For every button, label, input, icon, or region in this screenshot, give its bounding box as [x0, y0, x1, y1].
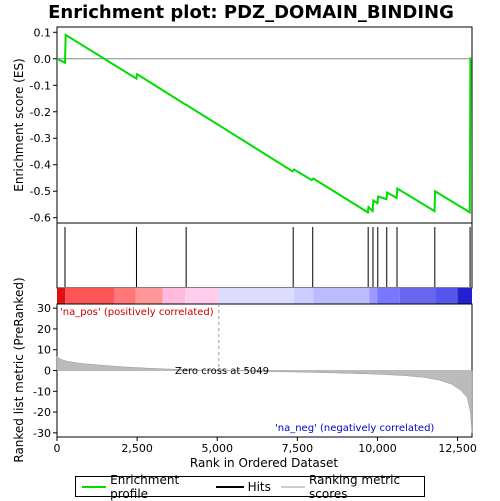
- colorbar-segment: [294, 288, 314, 304]
- hits-panel: [56, 222, 473, 289]
- legend-swatch-hits: [215, 485, 244, 488]
- metric-y-tick-label: 20: [37, 323, 51, 336]
- colorbar-segment: [162, 288, 186, 304]
- metric-y-axis-label: Ranked list metric (PreRanked): [12, 277, 26, 462]
- x-tick-label: 5,000: [201, 442, 233, 455]
- legend-label-enrichment: Enrichment profile: [110, 472, 180, 501]
- legend-label-metric: Ranking metric scores: [309, 472, 401, 501]
- x-tick-label: 2,500: [121, 442, 153, 455]
- es-y-axis-label: Enrichment score (ES): [12, 58, 26, 191]
- metric-y-tick-label: -30: [33, 427, 51, 440]
- colorbar-segment: [218, 288, 295, 304]
- metric-y-tick-label: 30: [37, 302, 51, 315]
- colorbar-segment: [457, 288, 472, 304]
- metric-y-tick-label: -20: [33, 406, 51, 419]
- es-y-tick-label: 0.0: [34, 53, 52, 66]
- es-y-tick-label: -0.3: [30, 132, 51, 145]
- positive-correlation-label: 'na_pos' (positively correlated): [60, 307, 214, 318]
- colorbar-segment: [377, 288, 400, 304]
- es-panel: 0.1 0.0 -0.1 -0.2 -0.3 -0.4 -0.5 -0.6 Enrichmen…: [12, 26, 473, 225]
- x-tick-label: 10,000: [358, 442, 397, 455]
- colorbar-segment: [114, 288, 136, 304]
- es-y-tick-label: 0.1: [34, 26, 52, 39]
- es-y-tick-label: -0.4: [30, 159, 51, 172]
- metric-y-tick-label: 0: [44, 365, 51, 378]
- legend-item-enrichment: Enrichment profile: [82, 473, 206, 501]
- colorbar-segment: [185, 288, 219, 304]
- colorbar-segment: [57, 288, 66, 304]
- es-y-tick-label: -0.1: [30, 79, 51, 92]
- x-tick-label: 7,500: [282, 442, 314, 455]
- colorbar-segment: [399, 288, 436, 304]
- colorbar-segment: [135, 288, 163, 304]
- colorbar-segment: [435, 288, 458, 304]
- hits-area: [56, 222, 473, 289]
- legend-item-metric: Ranking metric scores: [280, 472, 424, 501]
- x-axis-label: Rank in Ordered Dataset: [190, 456, 338, 470]
- hit-lines: [64, 227, 471, 287]
- chart-title: Enrichment plot: PDZ_DOMAIN_BINDING: [48, 2, 454, 23]
- negative-correlation-label: 'na_neg' (negatively correlated): [275, 423, 434, 434]
- colorbar-segment: [369, 288, 378, 304]
- es-plot-area: [56, 26, 473, 224]
- ranking-metric-area: [56, 355, 473, 433]
- legend-swatch-metric: [280, 485, 306, 488]
- es-y-tick-label: -0.2: [30, 106, 51, 119]
- x-tick-label: 12,500: [438, 442, 477, 455]
- metric-y-tick-label: -10: [33, 385, 51, 398]
- metric-y-tick-label: 10: [37, 344, 51, 357]
- x-tick-label: 0: [54, 442, 61, 455]
- es-y-tick-label: -0.5: [30, 185, 51, 198]
- colorbar-segment: [313, 288, 370, 304]
- legend: Enrichment profile Hits Ranking metric s…: [75, 473, 425, 501]
- legend-swatch-enrichment: [82, 485, 107, 488]
- x-ticks: 0 2,500 5,000 7,500 10,000 12,500: [54, 437, 477, 455]
- legend-item-hits: Hits: [215, 479, 271, 494]
- legend-label-hits: Hits: [247, 479, 271, 494]
- metric-panel: 30 20 10 0 -10 -20 -30 0 2,500 5,000 7,500 10,000 1…: [12, 277, 477, 470]
- enrichment-profile-line: [56, 33, 472, 215]
- rank-colorbar: [57, 288, 472, 304]
- es-y-tick-label: -0.6: [30, 212, 51, 225]
- zero-cross-label: Zero cross at 5049: [175, 366, 269, 377]
- colorbar-segment: [65, 288, 115, 304]
- es-y-ticks: 0.1 0.0 -0.1 -0.2 -0.3 -0.4 -0.5 -0.6: [30, 26, 57, 225]
- metric-y-ticks: 30 20 10 0 -10 -20 -30: [33, 302, 57, 440]
